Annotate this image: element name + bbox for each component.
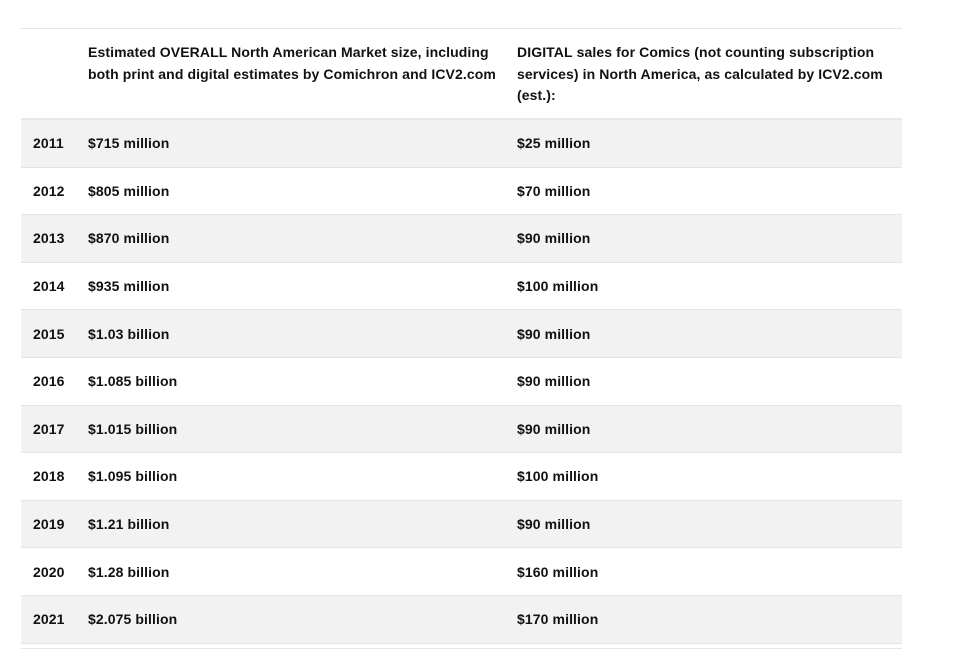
header-digital-rest: sales for Comics (not counting subscript…: [517, 44, 883, 103]
overall-cell: $1.03 billion: [88, 325, 170, 342]
year-cell: 2011: [33, 135, 64, 152]
table-row: 2018 $1.095 billion $100 million: [21, 453, 902, 501]
header-overall-lead: Estimated OVERALL North American Market …: [88, 44, 422, 60]
digital-cell: $170 million: [517, 611, 599, 628]
table-row: 2020 $1.28 billion $160 million: [21, 548, 902, 596]
digital-cell: $90 million: [517, 230, 591, 247]
overall-cell: $1.015 billion: [88, 420, 178, 437]
digital-cell: $90 million: [517, 373, 591, 390]
table-top-divider: [21, 28, 902, 29]
year-cell: 2018: [33, 468, 65, 485]
overall-cell: $870 million: [88, 230, 170, 247]
digital-cell: $25 million: [517, 135, 591, 152]
digital-cell: $100 million: [517, 468, 599, 485]
table-row: 2021 $2.075 billion $170 million: [21, 595, 902, 644]
table-row: 2015 $1.03 billion $90 million: [21, 310, 902, 358]
digital-cell: $90 million: [517, 420, 591, 437]
digital-cell: $70 million: [517, 182, 591, 199]
year-cell: 2021: [33, 611, 65, 628]
table-row: 2011 $715 million $25 million: [21, 120, 902, 168]
table-body: 2011 $715 million $25 million 2012 $805 …: [21, 120, 902, 644]
header-year-cell: [21, 29, 88, 118]
overall-cell: $1.095 billion: [88, 468, 178, 485]
table-row: 2016 $1.085 billion $90 million: [21, 357, 902, 406]
year-cell: 2015: [33, 325, 65, 342]
header-overall-cell: Estimated OVERALL North American Market …: [88, 29, 517, 118]
year-cell: 2017: [33, 420, 65, 437]
overall-cell: $1.21 billion: [88, 516, 170, 533]
overall-cell: $935 million: [88, 278, 170, 295]
digital-cell: $100 million: [517, 278, 599, 295]
table-row: 2017 $1.015 billion $90 million: [21, 405, 902, 454]
year-cell: 2013: [33, 230, 65, 247]
overall-cell: $805 million: [88, 182, 170, 199]
table-header-row: Estimated OVERALL North American Market …: [21, 29, 902, 120]
table-row: 2013 $870 million $90 million: [21, 215, 902, 263]
overall-cell: $1.28 billion: [88, 563, 170, 580]
year-cell: 2016: [33, 373, 65, 390]
table-row: 2014 $935 million $100 million: [21, 262, 902, 311]
table-row: 2019 $1.21 billion $90 million: [21, 500, 902, 549]
year-cell: 2019: [33, 516, 65, 533]
table-row: 2012 $805 million $70 million: [21, 167, 902, 216]
overall-cell: $2.075 billion: [88, 611, 178, 628]
header-digital-cell: DIGITAL sales for Comics (not counting s…: [517, 29, 902, 118]
overall-cell: $715 million: [88, 135, 170, 152]
header-overall-rest: including both print and digital estimat…: [88, 44, 496, 82]
digital-cell: $90 million: [517, 516, 591, 533]
market-size-table: Estimated OVERALL North American Market …: [21, 28, 902, 644]
year-cell: 2020: [33, 563, 65, 580]
table-bottom-divider: [21, 648, 902, 649]
header-digital-lead: DIGITAL: [517, 44, 573, 60]
overall-cell: $1.085 billion: [88, 373, 178, 390]
digital-cell: $160 million: [517, 563, 599, 580]
year-cell: 2012: [33, 182, 65, 199]
year-cell: 2014: [33, 278, 65, 295]
digital-cell: $90 million: [517, 325, 591, 342]
